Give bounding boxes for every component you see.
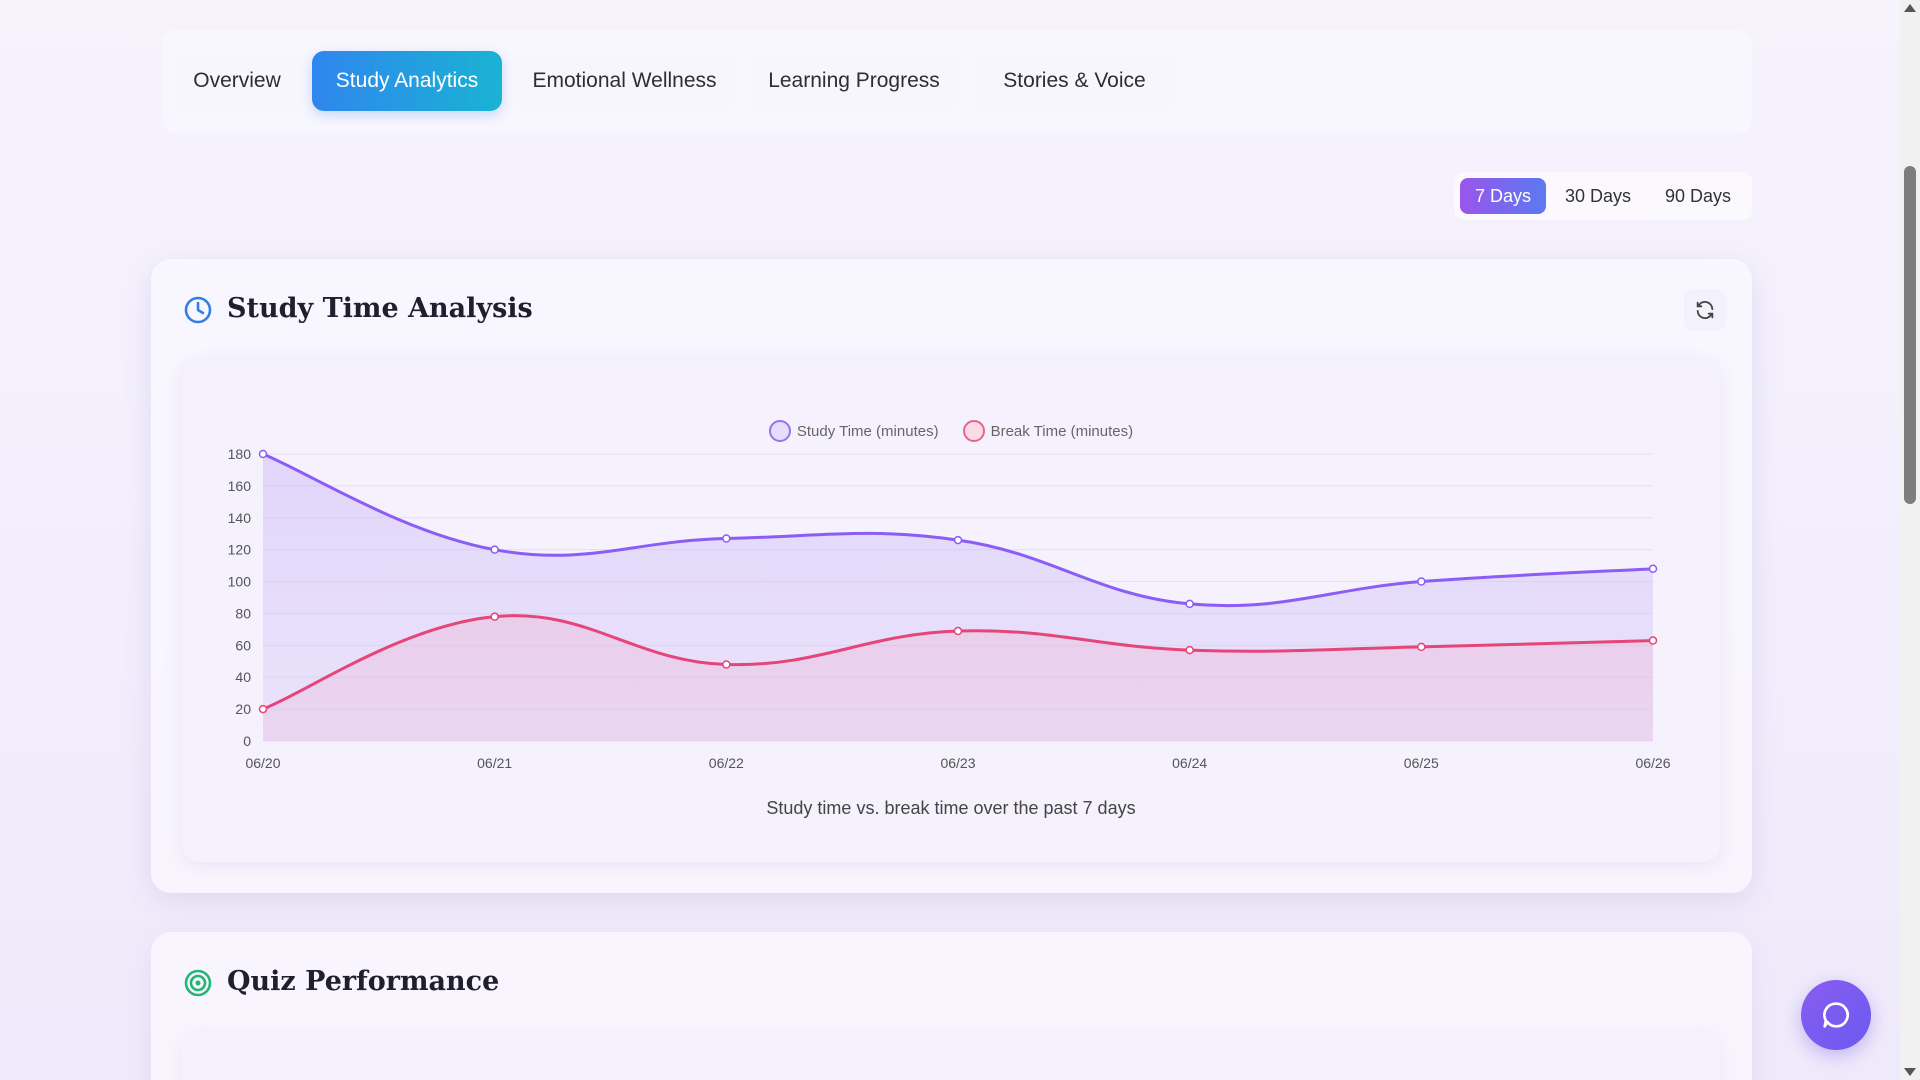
legend-swatch-study xyxy=(768,420,791,442)
range-7-days-button[interactable]: 7 Days xyxy=(1460,178,1546,214)
break-point xyxy=(722,660,731,669)
study-point xyxy=(1648,564,1658,574)
card-title: Study Time Analysis xyxy=(227,293,533,324)
chat-button[interactable] xyxy=(1801,980,1871,1050)
x-tick-label: 06/26 xyxy=(1635,755,1670,771)
tab-learning-progress[interactable]: Learning Progress xyxy=(748,51,960,111)
tab-study-analytics[interactable]: Study Analytics xyxy=(312,51,502,111)
y-tick-label: 140 xyxy=(228,510,252,526)
y-tick-label: 20 xyxy=(235,701,251,717)
break-point xyxy=(953,626,963,636)
tab-bar: Overview Study Analytics Emotional Welln… xyxy=(162,30,1752,133)
break-point xyxy=(1185,645,1194,655)
study-point xyxy=(490,545,499,554)
break-point xyxy=(1417,642,1426,652)
y-tick-label: 0 xyxy=(243,733,251,749)
study-point xyxy=(1185,599,1194,609)
study-point xyxy=(1417,577,1426,586)
y-tick-label: 120 xyxy=(228,542,252,558)
scroll-up-arrow[interactable] xyxy=(1904,4,1916,12)
y-tick-label: 60 xyxy=(235,637,251,653)
tab-overview[interactable]: Overview xyxy=(172,51,302,111)
y-tick-label: 180 xyxy=(228,446,252,462)
scrollbar[interactable] xyxy=(1900,0,1920,1080)
clock-icon xyxy=(184,296,212,324)
card-title: Quiz Performance xyxy=(227,966,500,997)
range-30-days-button[interactable]: 30 Days xyxy=(1564,185,1632,206)
legend-swatch-break xyxy=(962,420,985,442)
scroll-down-arrow[interactable] xyxy=(1904,1068,1916,1076)
y-tick-label: 160 xyxy=(228,478,252,494)
scroll-thumb[interactable] xyxy=(1904,166,1916,504)
line-chart: 0 20 40 60 80 100 120 140 160 180 06/20 06/21 06/22 0… xyxy=(228,446,1671,771)
chart-legend: Study Time (minutes) Break Time (minutes… xyxy=(182,420,1720,442)
break-area xyxy=(263,615,1653,741)
chart-container: Study Time (minutes) Break Time (minutes… xyxy=(182,360,1720,862)
quiz-chart-container xyxy=(182,1032,1720,1080)
x-tick-label: 06/25 xyxy=(1404,755,1439,771)
y-tick-label: 40 xyxy=(235,669,251,685)
y-tick-label: 80 xyxy=(235,605,251,621)
legend-item-break[interactable]: Break Time (minutes) xyxy=(962,420,1134,442)
break-point xyxy=(1648,636,1658,645)
x-tick-label: 06/20 xyxy=(245,755,280,771)
study-point xyxy=(258,449,268,459)
target-icon xyxy=(184,969,212,997)
x-tick-label: 06/23 xyxy=(940,755,975,771)
quiz-performance-card: Quiz Performance xyxy=(151,932,1752,1080)
legend-label-break: Break Time (minutes) xyxy=(990,422,1134,440)
legend-item-study[interactable]: Study Time (minutes) xyxy=(768,420,939,442)
x-tick-label: 06/21 xyxy=(477,755,512,771)
study-time-card: Study Time Analysis Study Time (minutes)… xyxy=(151,259,1752,893)
break-point xyxy=(258,704,268,714)
study-point xyxy=(953,535,963,545)
refresh-button[interactable] xyxy=(1684,289,1726,331)
x-tick-label: 06/22 xyxy=(709,755,744,771)
y-tick-label: 100 xyxy=(228,574,252,590)
chart-caption: Study time vs. break time over the past … xyxy=(766,798,1136,818)
date-range-selector: 7 Days 30 Days 90 Days xyxy=(1454,172,1752,220)
range-90-days-button[interactable]: 90 Days xyxy=(1664,185,1732,206)
x-tick-label: 06/24 xyxy=(1172,755,1207,771)
study-point xyxy=(722,534,731,543)
chat-bubble-icon xyxy=(1823,1002,1849,1028)
tab-stories-voice[interactable]: Stories & Voice xyxy=(973,51,1176,111)
refresh-icon xyxy=(1696,301,1714,319)
legend-label-study: Study Time (minutes) xyxy=(796,422,939,440)
tab-emotional-wellness[interactable]: Emotional Wellness xyxy=(512,51,737,111)
break-point xyxy=(490,612,499,621)
